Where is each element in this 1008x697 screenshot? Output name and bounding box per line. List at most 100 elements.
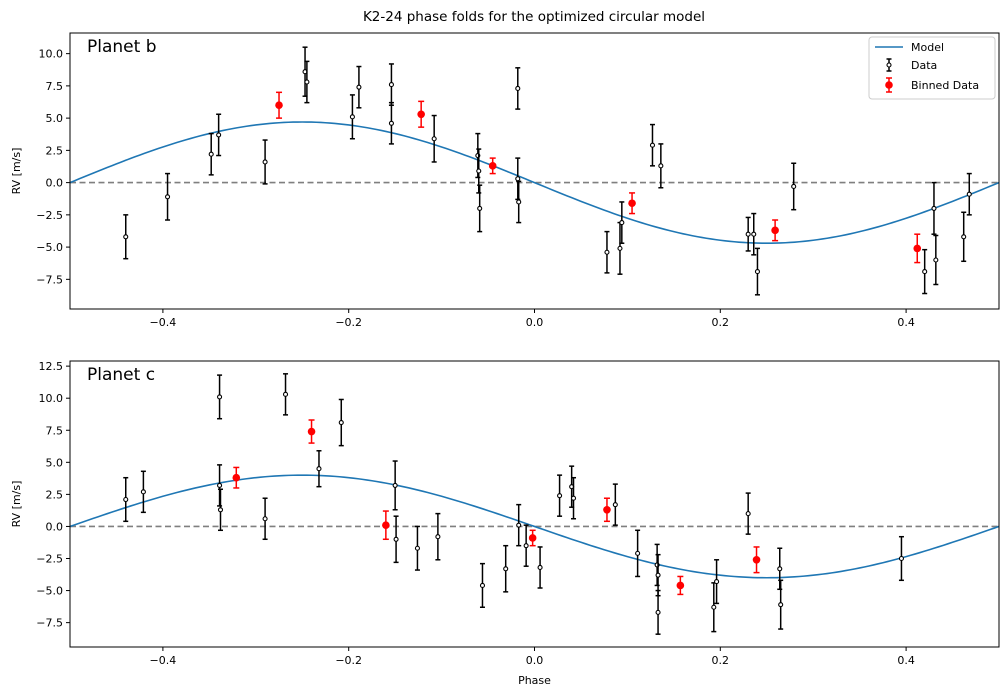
data-marker xyxy=(476,168,482,174)
data-marker xyxy=(966,191,972,197)
data-marker xyxy=(537,564,543,571)
data-marker xyxy=(208,151,214,157)
data-point xyxy=(431,114,437,163)
x-tick-label: −0.4 xyxy=(150,316,177,329)
y-tick-label: 5.0 xyxy=(46,112,64,125)
legend-model-label: Model xyxy=(911,41,944,54)
binned-marker xyxy=(488,162,497,170)
y-tick-label: −5.0 xyxy=(36,241,63,254)
data-point xyxy=(140,470,146,514)
data-point xyxy=(604,230,610,274)
binned-marker xyxy=(232,473,241,482)
data-point xyxy=(208,132,214,176)
data-point xyxy=(414,525,420,571)
data-point xyxy=(477,184,483,233)
data-point xyxy=(316,450,322,488)
legend-binned-swatch-marker xyxy=(885,81,893,89)
data-point xyxy=(435,512,441,561)
data-marker xyxy=(516,199,522,205)
x-tick-label: −0.4 xyxy=(150,654,177,667)
legend-data-label: Data xyxy=(911,59,937,72)
binned-marker xyxy=(307,427,316,436)
data-marker xyxy=(754,269,761,275)
y-tick-label: 0.0 xyxy=(46,177,64,190)
data-marker xyxy=(431,136,437,142)
data-marker xyxy=(714,579,720,585)
data-point xyxy=(612,483,618,526)
y-tick-label: 10.0 xyxy=(39,392,64,405)
data-point xyxy=(262,139,268,185)
data-marker xyxy=(933,257,939,263)
y-tick-label: 2.5 xyxy=(46,488,64,501)
data-point xyxy=(516,503,522,547)
data-point xyxy=(654,543,660,587)
data-point xyxy=(479,562,486,608)
data-marker xyxy=(392,482,398,488)
plot-area xyxy=(70,373,999,635)
data-marker xyxy=(304,79,310,85)
data-point xyxy=(356,65,362,109)
data-point xyxy=(216,113,222,157)
y-axis-label: RV [m/s] xyxy=(10,148,23,195)
x-tick-label: 0.4 xyxy=(897,654,915,667)
x-tick-label: 0.0 xyxy=(526,316,544,329)
binned-marker xyxy=(628,199,636,208)
data-point xyxy=(388,63,394,106)
data-point xyxy=(751,212,757,256)
x-tick-label: 0.2 xyxy=(712,316,730,329)
data-marker xyxy=(140,489,146,495)
binned-point xyxy=(676,575,685,596)
binned-point xyxy=(913,233,922,264)
x-axis-label: Phase xyxy=(518,674,551,687)
data-point xyxy=(658,143,664,189)
data-marker xyxy=(414,545,420,551)
model-curve xyxy=(70,121,999,245)
y-tick-label: 7.5 xyxy=(46,424,64,437)
data-marker xyxy=(515,176,521,182)
data-marker xyxy=(435,534,441,540)
y-axis-label: RV [m/s] xyxy=(10,481,23,528)
data-point xyxy=(392,460,398,511)
data-point xyxy=(931,181,937,235)
data-marker xyxy=(217,394,223,400)
data-marker xyxy=(777,566,783,572)
data-marker xyxy=(356,84,362,90)
data-point xyxy=(619,201,625,244)
binned-marker xyxy=(676,581,685,590)
legend-binned-label: Binned Data xyxy=(911,79,979,92)
data-point xyxy=(217,374,223,420)
data-marker xyxy=(612,502,618,508)
binned-point xyxy=(628,192,636,215)
panels: −0.4 −0.2 0.0 0.2 0.4 −7.5 −5.0 −2.5 0.0 2.5 5.0 7.… xyxy=(10,32,1000,687)
data-point xyxy=(515,67,521,110)
y-tick-label: 7.5 xyxy=(46,80,64,93)
data-point xyxy=(714,559,720,605)
legend: Model Data Binned Data xyxy=(868,36,996,100)
data-point xyxy=(523,524,529,567)
data-point xyxy=(933,234,939,286)
data-point xyxy=(393,515,399,564)
data-point xyxy=(557,474,563,517)
data-point xyxy=(655,553,661,597)
data-point xyxy=(217,464,223,507)
data-marker xyxy=(619,220,625,226)
y-tick-label: 10.0 xyxy=(39,48,64,61)
data-point xyxy=(516,180,522,224)
data-marker xyxy=(655,609,661,615)
data-marker xyxy=(557,493,563,499)
data-point xyxy=(282,373,289,416)
data-point xyxy=(123,214,129,260)
data-marker xyxy=(617,245,623,251)
data-marker xyxy=(338,420,344,426)
data-point xyxy=(966,172,972,216)
data-point xyxy=(649,123,656,167)
data-marker xyxy=(745,231,751,237)
data-marker xyxy=(791,183,797,190)
data-marker xyxy=(262,516,268,522)
data-marker xyxy=(898,555,905,562)
x-tick-label: −0.2 xyxy=(335,316,362,329)
panel-label: Planet c xyxy=(87,365,155,385)
y-tick-label: −2.5 xyxy=(36,209,63,222)
data-marker xyxy=(316,466,322,472)
